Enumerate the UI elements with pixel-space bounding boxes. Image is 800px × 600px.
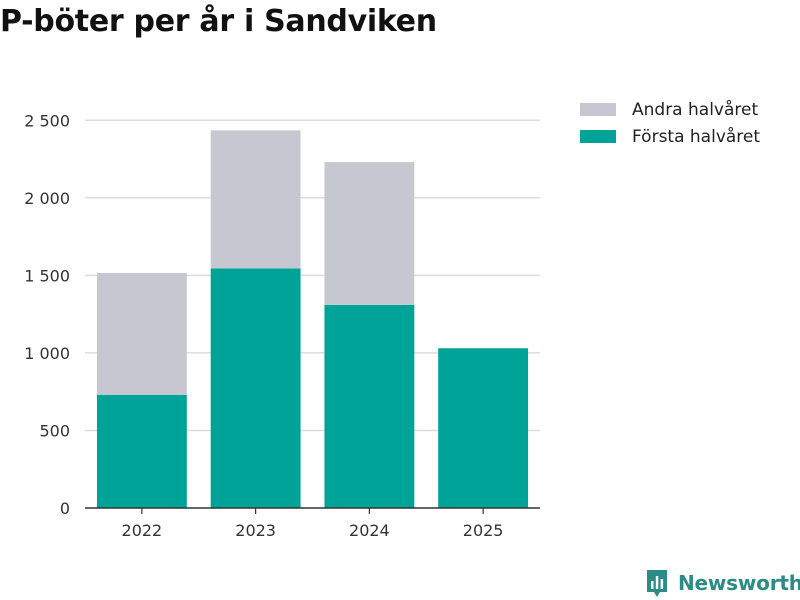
legend-label-forsta: Första halvåret bbox=[632, 126, 761, 147]
legend-swatch-andra bbox=[580, 103, 616, 116]
x-tick-label: 2025 bbox=[463, 521, 504, 540]
legend: Andra halvåret Första halvåret bbox=[580, 96, 760, 150]
chart-title: P-böter per år i Sandviken bbox=[0, 4, 437, 39]
y-tick-label: 2 500 bbox=[24, 111, 70, 130]
bar-2023-andra bbox=[210, 130, 301, 269]
y-tick-label: 1 500 bbox=[24, 266, 70, 285]
x-tick-label: 2022 bbox=[122, 521, 163, 540]
y-axis-ticks: 0 500 1 000 1 500 2 000 2 500 bbox=[24, 111, 70, 518]
y-tick-label: 2 000 bbox=[24, 189, 70, 208]
legend-item-forsta: Första halvåret bbox=[580, 123, 760, 150]
brand-name: Newsworthy bbox=[678, 571, 800, 595]
y-tick-label: 500 bbox=[39, 421, 70, 440]
bar-2024-forsta bbox=[324, 304, 415, 508]
legend-swatch-forsta bbox=[580, 130, 616, 143]
brand-logo: Newsworthy bbox=[645, 568, 800, 598]
x-tick-label: 2024 bbox=[349, 521, 390, 540]
legend-label-andra: Andra halvåret bbox=[632, 99, 759, 120]
bar-2024-andra bbox=[324, 162, 415, 305]
x-tick-label: 2023 bbox=[235, 521, 276, 540]
newsworthy-logo-icon bbox=[647, 570, 667, 597]
bar-2022-andra bbox=[96, 273, 187, 395]
bar-2023-forsta bbox=[210, 268, 301, 508]
y-tick-label: 0 bbox=[60, 499, 70, 518]
bar-2025-forsta bbox=[438, 348, 529, 508]
bar-2022-forsta bbox=[96, 394, 187, 508]
bars bbox=[96, 130, 529, 508]
x-axis-ticks: 2022 2023 2024 2025 bbox=[122, 508, 504, 540]
y-tick-label: 1 000 bbox=[24, 344, 70, 363]
legend-item-andra: Andra halvåret bbox=[580, 96, 760, 123]
